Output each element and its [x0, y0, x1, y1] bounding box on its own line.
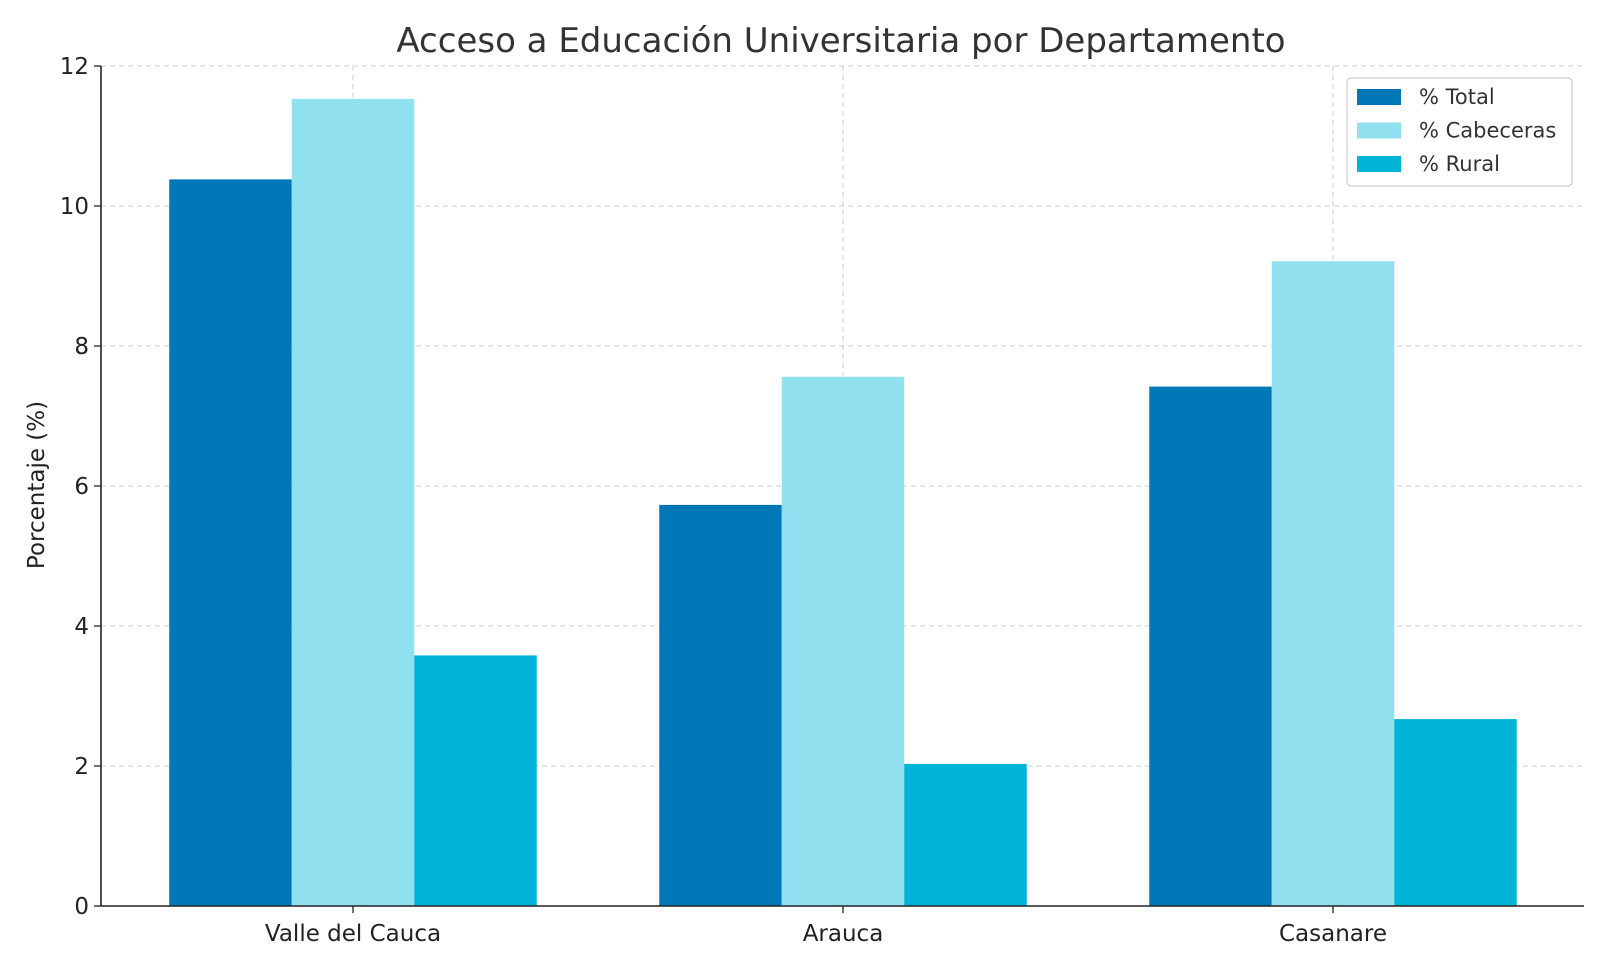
- legend-swatch: [1357, 89, 1401, 105]
- bar: [904, 763, 1027, 906]
- bar: [169, 179, 292, 906]
- y-tick-label: 10: [60, 194, 89, 220]
- x-tick-label: Valle del Cauca: [265, 921, 441, 947]
- bars: [169, 98, 1517, 907]
- y-tick-label: 8: [74, 334, 89, 360]
- bar: [781, 376, 905, 906]
- legend-label: % Total: [1419, 85, 1495, 109]
- legend-label: % Rural: [1419, 152, 1500, 176]
- legend-swatch: [1357, 156, 1401, 172]
- bar: [659, 504, 782, 906]
- chart-title: Acceso a Educación Universitaria por Dep…: [396, 21, 1285, 61]
- bar: [291, 98, 415, 906]
- bar: [1394, 719, 1517, 906]
- legend-label: % Cabeceras: [1419, 119, 1556, 143]
- x-tick-label: Arauca: [803, 921, 884, 947]
- bar: [1271, 261, 1395, 906]
- y-axis-label: Porcentaje (%): [24, 401, 50, 569]
- y-tick-label: 6: [74, 474, 89, 500]
- axes: [94, 65, 1584, 913]
- legend: % Total % Cabeceras % Rural: [1346, 77, 1573, 187]
- y-tick-label: 0: [74, 894, 89, 920]
- y-tick-label: 2: [74, 754, 89, 780]
- legend-box: [1346, 77, 1573, 187]
- bar: [1149, 386, 1272, 907]
- y-tick-label: 4: [74, 614, 89, 640]
- legend-swatch: [1357, 122, 1401, 139]
- tick-labels: 0 2 4 6 8 10 12 Valle del Cauca Arauca Casanare: [60, 54, 1387, 947]
- y-tick-label: 12: [60, 54, 89, 80]
- bar: [414, 655, 537, 906]
- x-tick-label: Casanare: [1279, 921, 1387, 947]
